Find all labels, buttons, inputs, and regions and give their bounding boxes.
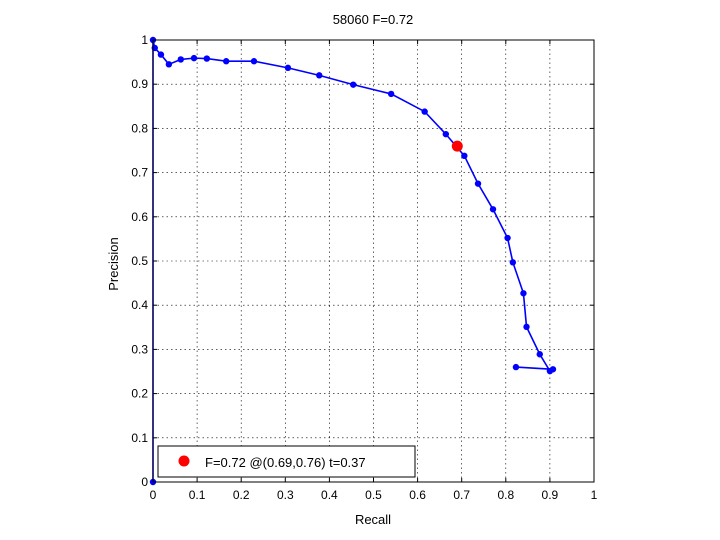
pr-curve-point xyxy=(461,152,468,160)
pr-curve-point xyxy=(223,58,230,65)
pr-curve-point xyxy=(421,108,428,115)
y-tick-label: 0.2 xyxy=(131,387,148,401)
pr-curve-point xyxy=(350,81,357,88)
pr-curve-point xyxy=(165,61,173,68)
x-tick-label: 1 xyxy=(591,488,598,502)
pr-curve-point xyxy=(536,351,543,358)
x-axis-label: Recall xyxy=(355,512,391,527)
pr-curve-point xyxy=(250,58,258,65)
pr-curve-point xyxy=(284,64,292,72)
x-tick-label: 0.6 xyxy=(409,488,426,502)
pr-curve-point xyxy=(474,180,482,187)
pr-curve-point xyxy=(203,55,211,62)
y-tick-label: 0.4 xyxy=(131,298,148,312)
axis-ticks: 0 0.1 0.2 0.3 0.4 0.5 0.6 0.7 0.8 0.9 1 0 0.1 0.2 0.3 0… xyxy=(131,33,597,502)
pr-curve-point xyxy=(177,56,184,63)
pr-curve-point xyxy=(387,90,395,98)
pr-curve-point xyxy=(523,323,530,331)
pr-curve-point xyxy=(190,54,198,62)
pr-curve-point xyxy=(157,51,165,58)
y-tick-label: 0 xyxy=(141,475,148,489)
x-tick-label: 0.8 xyxy=(497,488,514,502)
y-tick-label: 0.9 xyxy=(131,77,148,91)
pr-curve-point xyxy=(509,259,517,266)
x-tick-label: 0.7 xyxy=(453,488,470,502)
pr-curve-point xyxy=(520,290,527,297)
y-tick-label: 0.7 xyxy=(131,166,148,180)
y-tick-label: 0.8 xyxy=(131,121,148,135)
pr-curve-point xyxy=(316,72,323,79)
legend-marker xyxy=(178,455,190,467)
x-tick-label: 0.3 xyxy=(277,488,294,502)
legend-text: F=0.72 @(0.69,0.76) t=0.37 xyxy=(205,455,366,470)
y-tick-label: 0.1 xyxy=(131,431,148,445)
y-tick-label: 0.6 xyxy=(131,210,148,224)
x-tick-label: 0.4 xyxy=(321,488,338,502)
chart-title: 58060 F=0.72 xyxy=(333,12,414,27)
y-tick-label: 0.3 xyxy=(131,342,148,356)
legend: F=0.72 @(0.69,0.76) t=0.37 xyxy=(157,445,416,478)
y-tick-label: 0.5 xyxy=(131,254,148,268)
y-axis-label: Precision xyxy=(106,237,121,290)
pr-curve-point xyxy=(549,366,557,373)
pr-curve-point xyxy=(512,363,520,371)
gridlines xyxy=(153,40,594,482)
legend-box xyxy=(157,445,416,478)
y-tick-label: 1 xyxy=(141,33,148,47)
x-tick-label: 0.2 xyxy=(233,488,250,502)
x-tick-label: 0 xyxy=(150,488,157,502)
x-tick-label: 0.1 xyxy=(189,488,206,502)
x-tick-label: 0.9 xyxy=(542,488,559,502)
pr-curve-point xyxy=(489,206,497,213)
best-f-point xyxy=(451,140,463,152)
pr-curve-point xyxy=(504,234,511,242)
pr-curve-point xyxy=(442,130,450,138)
x-tick-label: 0.5 xyxy=(365,488,382,502)
